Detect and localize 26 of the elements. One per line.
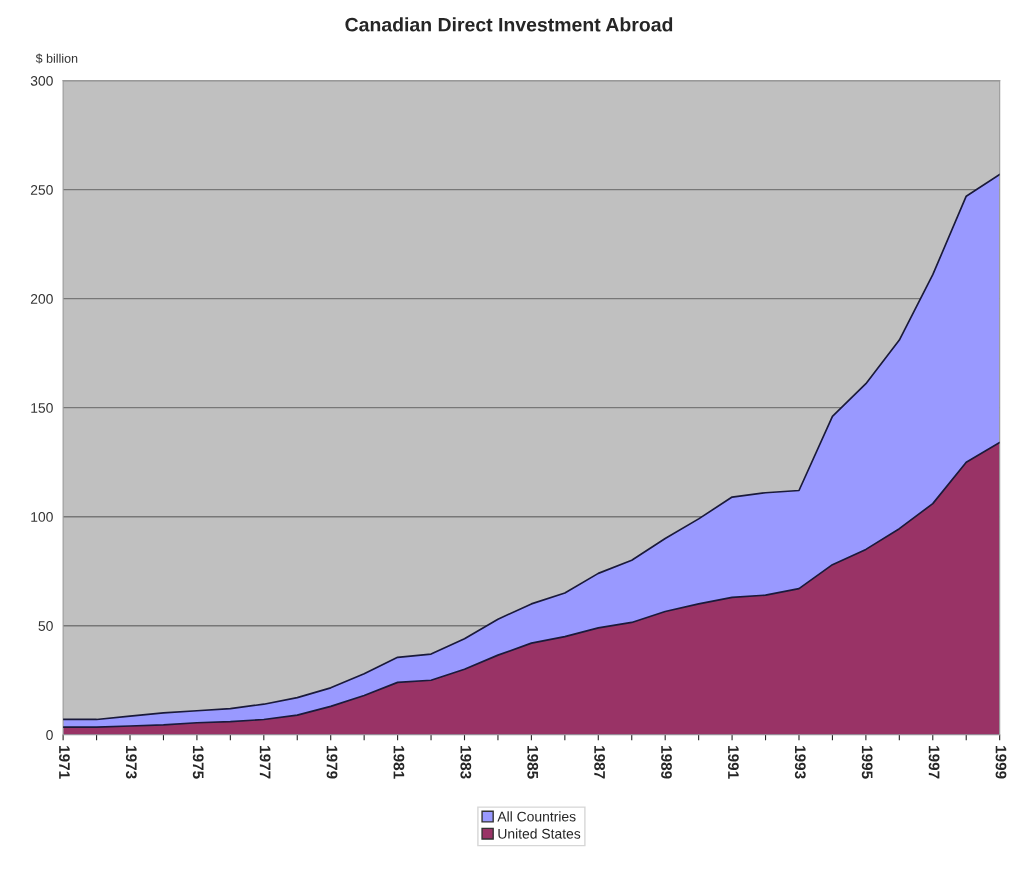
x-tick-label: 1995 xyxy=(861,746,873,779)
y-axis-title: $ billion xyxy=(35,53,78,64)
y-tick-label: 150 xyxy=(31,403,53,413)
x-tick-label: 1971 xyxy=(59,746,70,779)
x-tick-label: 1983 xyxy=(460,746,472,779)
y-tick-label: 200 xyxy=(30,294,53,304)
x-tick-label: 1993 xyxy=(794,746,806,779)
x-tick-label: 1979 xyxy=(326,746,338,779)
x-tick-label: 1987 xyxy=(594,746,606,779)
x-tick-label: 1981 xyxy=(393,746,405,779)
legend-label: United States xyxy=(498,828,581,839)
y-tick-label: 100 xyxy=(31,512,53,522)
x-tick-label: 1975 xyxy=(192,746,204,779)
y-tick-label: 300 xyxy=(30,75,53,86)
x-tick-label: 1997 xyxy=(928,746,940,779)
legend-label: All Countries xyxy=(497,811,576,822)
y-tick-label: 250 xyxy=(30,184,53,195)
y-tick-label: 0 xyxy=(46,730,53,740)
chart-title: Canadian Direct Investment Abroad xyxy=(345,17,673,32)
x-tick-label: 1991 xyxy=(727,746,739,779)
y-tick-label: 50 xyxy=(38,621,53,631)
x-tick-label: 1989 xyxy=(661,746,672,779)
x-tick-label: 1999 xyxy=(995,746,1007,779)
x-tick-label: 1977 xyxy=(259,746,271,779)
x-tick-label: 1985 xyxy=(527,746,539,779)
x-tick-label: 1973 xyxy=(125,746,137,779)
